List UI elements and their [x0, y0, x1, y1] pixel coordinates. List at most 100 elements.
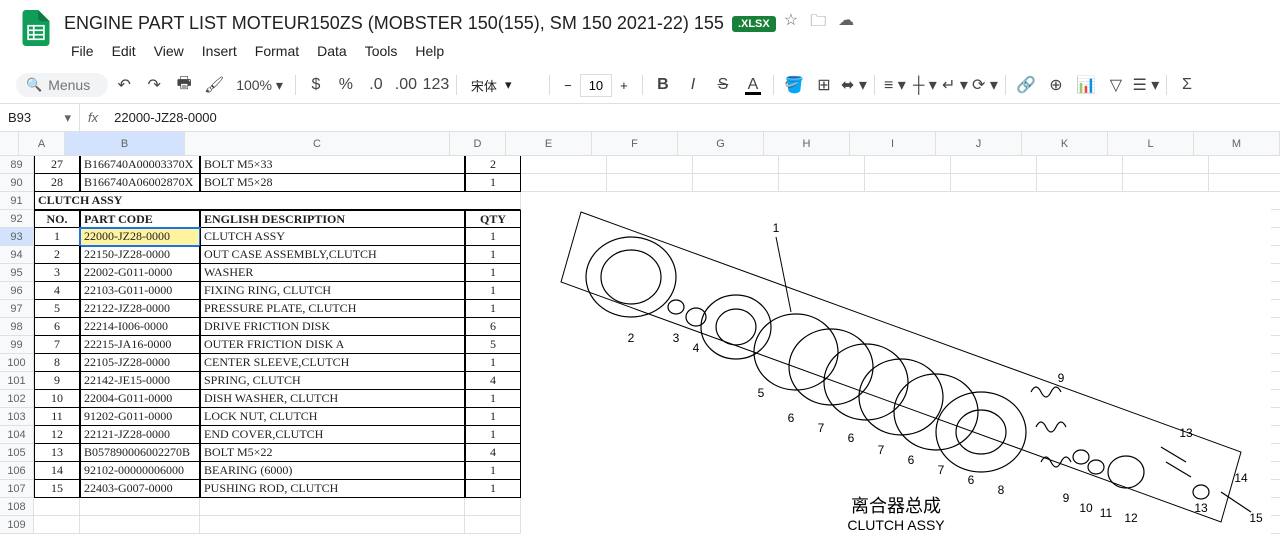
cell[interactable]: 1 [465, 408, 521, 426]
cell[interactable]: 5 [34, 300, 80, 318]
col-header-I[interactable]: I [850, 132, 936, 155]
row-header-103[interactable]: 103 [0, 408, 34, 426]
cell[interactable]: 22105-JZ28-0000 [80, 354, 200, 372]
cell[interactable] [200, 498, 465, 516]
cell[interactable]: PART CODE [80, 210, 200, 228]
select-all-corner[interactable] [0, 132, 19, 155]
cell[interactable] [80, 516, 200, 534]
cell[interactable]: 1 [465, 264, 521, 282]
cell[interactable]: NO. [34, 210, 80, 228]
cell[interactable] [693, 174, 779, 192]
v-align-button[interactable]: ┼ ▾ [911, 71, 939, 99]
strike-button[interactable]: S [709, 71, 737, 99]
cell[interactable]: 2 [465, 156, 521, 174]
row-header-96[interactable]: 96 [0, 282, 34, 300]
currency-button[interactable]: $ [302, 71, 330, 99]
cell[interactable]: 1 [34, 228, 80, 246]
cell[interactable]: 22121-JZ28-0000 [80, 426, 200, 444]
col-header-J[interactable]: J [936, 132, 1022, 155]
row-header-105[interactable]: 105 [0, 444, 34, 462]
chart-button[interactable]: 📊 [1072, 71, 1100, 99]
cell[interactable] [607, 174, 693, 192]
cell[interactable]: LOCK NUT, CLUTCH [200, 408, 465, 426]
decrease-font-button[interactable]: − [556, 73, 580, 97]
rotate-button[interactable]: ⟳ ▾ [971, 71, 999, 99]
row-header-102[interactable]: 102 [0, 390, 34, 408]
cell[interactable]: B166740A06002870X [80, 174, 200, 192]
cell[interactable]: BOLT M5×22 [200, 444, 465, 462]
row-header-107[interactable]: 107 [0, 480, 34, 498]
cell[interactable] [1209, 174, 1280, 192]
cell[interactable]: 28 [34, 174, 80, 192]
sheets-logo[interactable] [16, 8, 56, 48]
cell[interactable]: WASHER [200, 264, 465, 282]
cell[interactable]: 1 [465, 174, 521, 192]
cell[interactable]: 11 [34, 408, 80, 426]
search-menus[interactable]: 🔍 [16, 73, 108, 97]
menu-tools[interactable]: Tools [358, 41, 405, 61]
doc-title[interactable]: ENGINE PART LIST MOTEUR150ZS (MOBSTER 15… [64, 13, 724, 34]
cell[interactable]: 91202-G011-0000 [80, 408, 200, 426]
cloud-icon[interactable]: ☁ [838, 10, 854, 37]
comment-button[interactable]: ⊕ [1042, 71, 1070, 99]
cell[interactable]: 1 [465, 462, 521, 480]
bold-button[interactable]: B [649, 71, 677, 99]
cell[interactable]: 6 [465, 318, 521, 336]
row-header-104[interactable]: 104 [0, 426, 34, 444]
fill-color-button[interactable]: 🪣 [780, 71, 808, 99]
cell[interactable]: 1 [465, 390, 521, 408]
cell[interactable] [34, 498, 80, 516]
cell[interactable]: 1 [465, 300, 521, 318]
merge-button[interactable]: ⬌ ▾ [840, 71, 868, 99]
col-header-E[interactable]: E [506, 132, 592, 155]
percent-button[interactable]: % [332, 71, 360, 99]
font-size-input[interactable] [580, 74, 612, 97]
cell[interactable]: 1 [465, 480, 521, 498]
cells-grid[interactable]: 27B166740A00003370XBOLT M5×33228B166740A… [34, 156, 1280, 534]
row-header-93[interactable]: 93 [0, 228, 34, 246]
cell[interactable] [865, 174, 951, 192]
row-header-91[interactable]: 91 [0, 192, 34, 210]
wrap-button[interactable]: ↵ ▾ [941, 71, 969, 99]
cell[interactable]: BEARING (6000) [200, 462, 465, 480]
more-formats-button[interactable]: 123 [422, 71, 450, 99]
cell[interactable]: 7 [34, 336, 80, 354]
h-align-button[interactable]: ≡ ▾ [881, 71, 909, 99]
filter-button[interactable]: ▽ [1102, 71, 1130, 99]
undo-button[interactable]: ↶ [110, 71, 138, 99]
col-header-G[interactable]: G [678, 132, 764, 155]
row-header-101[interactable]: 101 [0, 372, 34, 390]
row-header-97[interactable]: 97 [0, 300, 34, 318]
cell[interactable]: 5 [465, 336, 521, 354]
filter-views-button[interactable]: ☰ ▾ [1132, 71, 1160, 99]
cell[interactable]: 1 [465, 228, 521, 246]
cell[interactable]: 22150-JZ28-0000 [80, 246, 200, 264]
cell[interactable] [465, 516, 521, 534]
menu-edit[interactable]: Edit [105, 41, 143, 61]
row-header-99[interactable]: 99 [0, 336, 34, 354]
print-button[interactable]: 🖶 [170, 71, 198, 99]
col-header-K[interactable]: K [1022, 132, 1108, 155]
link-button[interactable]: 🔗 [1012, 71, 1040, 99]
cell[interactable]: 22215-JA16-0000 [80, 336, 200, 354]
row-header-109[interactable]: 109 [0, 516, 34, 534]
search-input[interactable] [48, 77, 98, 93]
cell[interactable]: 8 [34, 354, 80, 372]
section-header[interactable]: CLUTCH ASSY [34, 192, 521, 210]
cell[interactable]: BOLT M5×33 [200, 156, 465, 174]
row-header-100[interactable]: 100 [0, 354, 34, 372]
menu-help[interactable]: Help [408, 41, 451, 61]
row-header-94[interactable]: 94 [0, 246, 34, 264]
cell[interactable]: 22403-G007-0000 [80, 480, 200, 498]
cell[interactable]: 1 [465, 354, 521, 372]
menu-file[interactable]: File [64, 41, 101, 61]
cell[interactable]: 2 [34, 246, 80, 264]
cell[interactable]: 22103-G011-0000 [80, 282, 200, 300]
cell[interactable]: PRESSURE PLATE, CLUTCH [200, 300, 465, 318]
cell[interactable]: QTY [465, 210, 521, 228]
cell[interactable] [80, 498, 200, 516]
cell[interactable] [779, 156, 865, 174]
cell[interactable]: 4 [34, 282, 80, 300]
cell[interactable]: 13 [34, 444, 80, 462]
text-color-button[interactable]: A [739, 71, 767, 99]
